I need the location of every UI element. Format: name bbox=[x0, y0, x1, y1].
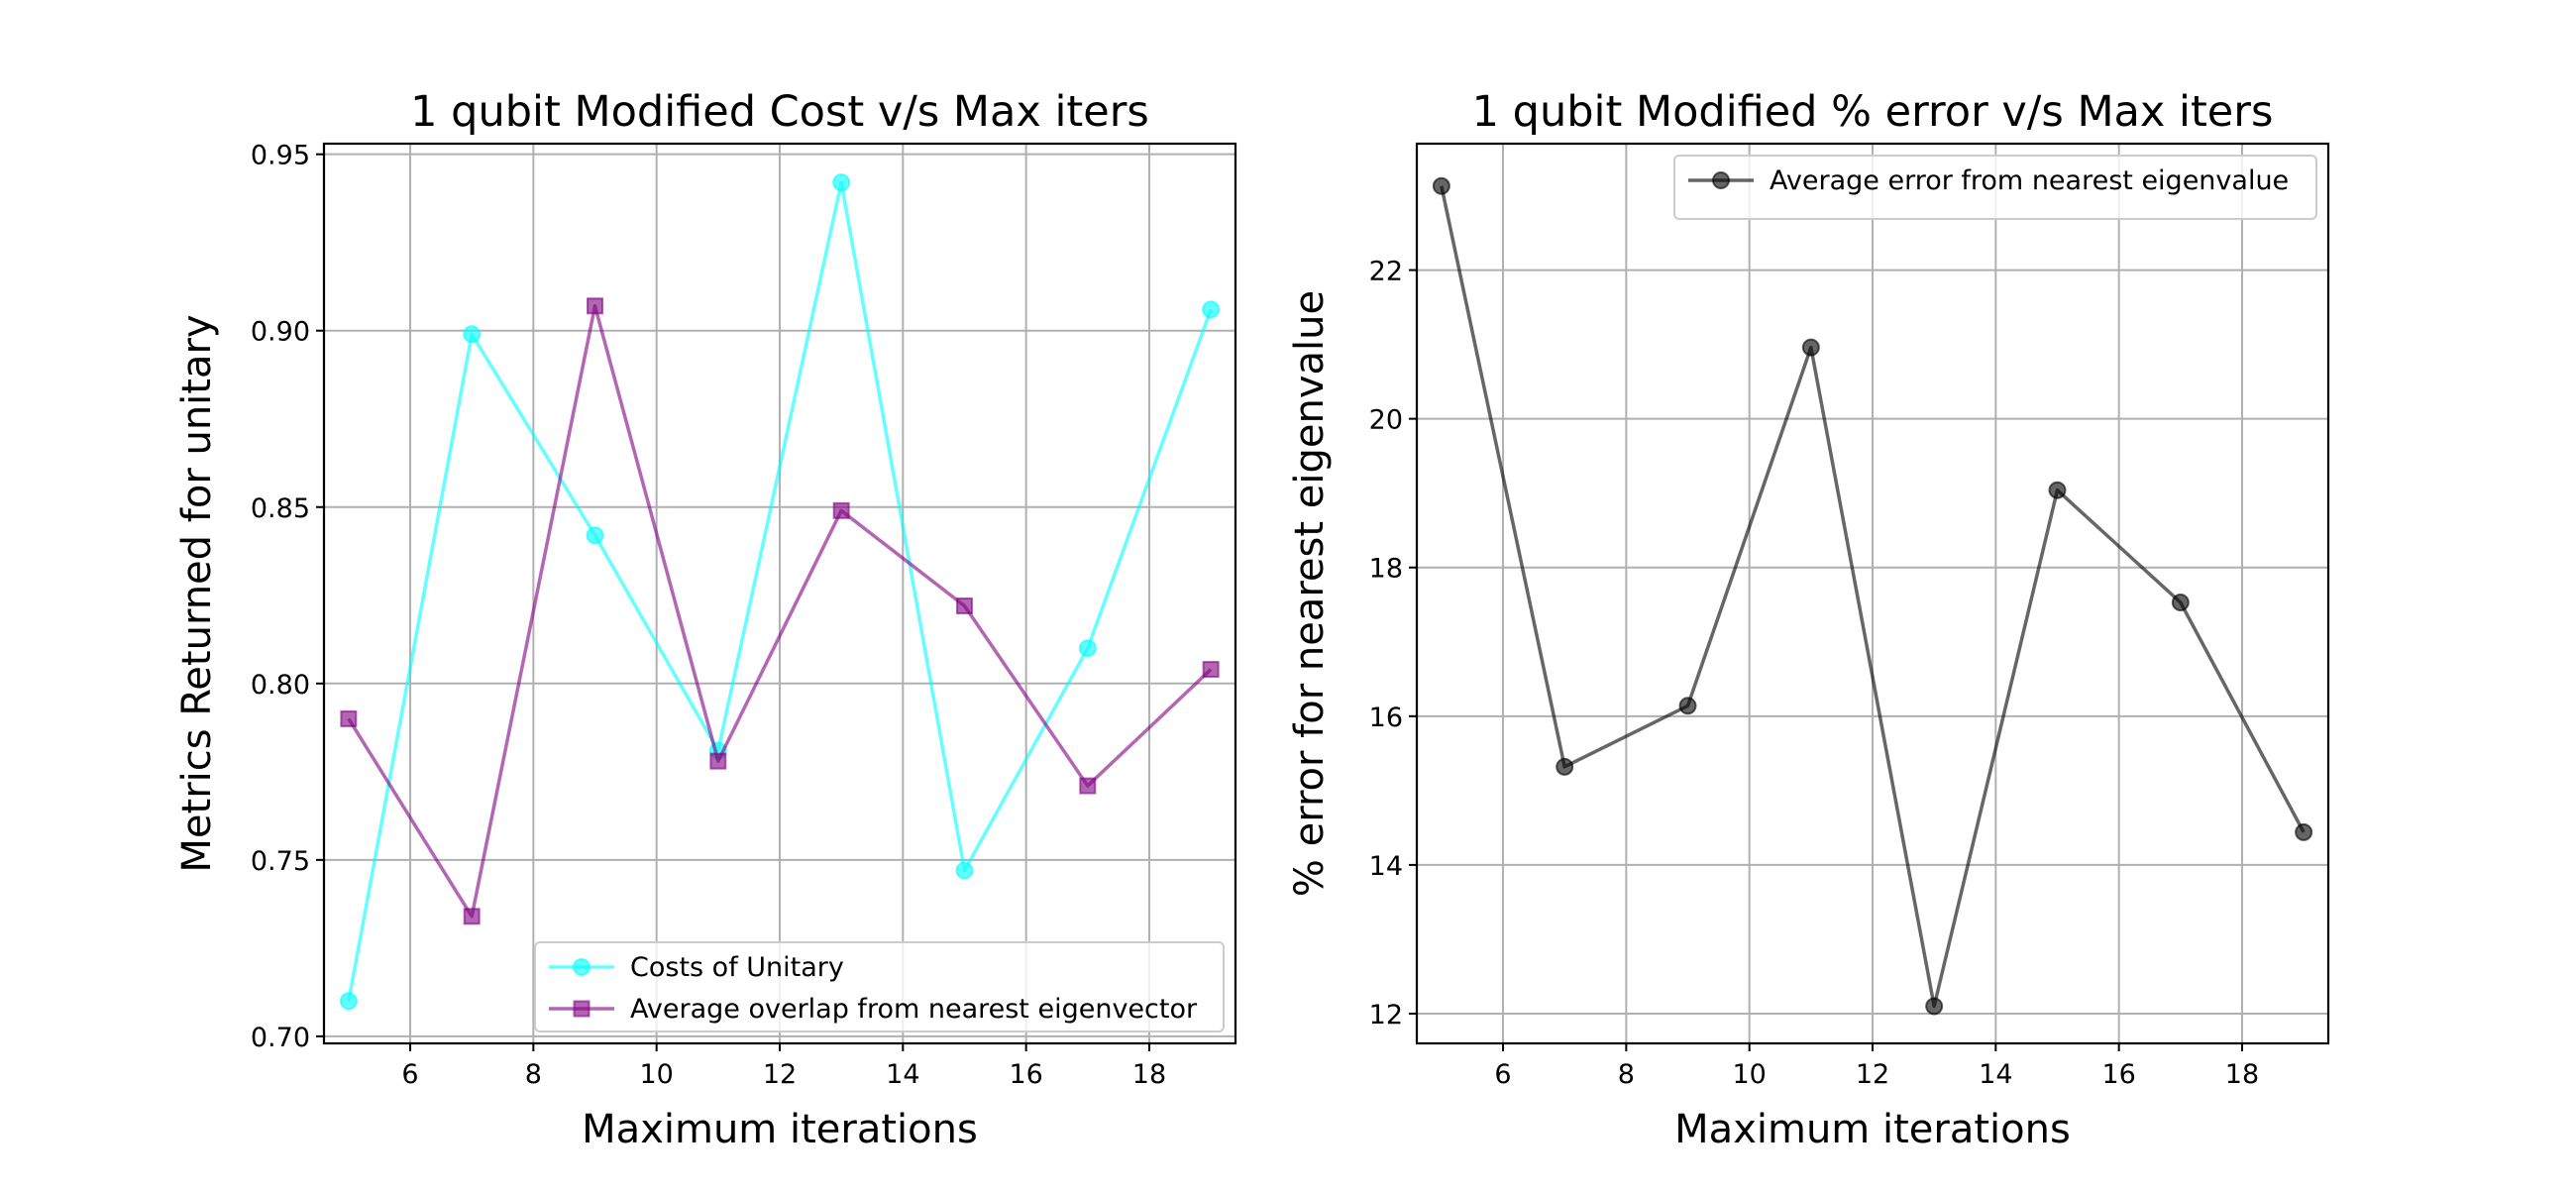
data-point bbox=[463, 325, 482, 344]
y-axis-label: % error for nearest eigenvalue bbox=[1287, 290, 1333, 897]
x-axis-label: Maximum iterations bbox=[1674, 1107, 2071, 1152]
series-line bbox=[347, 180, 1213, 1002]
data-point bbox=[832, 173, 851, 192]
x-tick-label: 16 bbox=[2101, 1059, 2135, 1090]
x-tick-label: 10 bbox=[1732, 1059, 1766, 1090]
x-tick-label: 18 bbox=[2225, 1059, 2259, 1090]
y-axis-label: Metrics Returned for unitary bbox=[174, 314, 220, 872]
data-point bbox=[1202, 661, 1220, 679]
data-point bbox=[1801, 338, 1820, 357]
data-point bbox=[1202, 300, 1221, 319]
legend-marker bbox=[573, 1000, 590, 1018]
data-point bbox=[1678, 697, 1697, 715]
legend-box bbox=[1673, 155, 2317, 220]
data-point bbox=[1556, 757, 1574, 776]
legend-marker bbox=[1712, 171, 1730, 189]
data-point bbox=[2295, 822, 2313, 841]
x-tick-label: 14 bbox=[886, 1059, 919, 1090]
legend: Average error from nearest eigenvalue bbox=[1673, 155, 2317, 220]
data-point bbox=[340, 709, 358, 727]
x-tick-label: 12 bbox=[1856, 1059, 1889, 1090]
gridlines bbox=[1417, 144, 2328, 1043]
y-tick-label: 14 bbox=[1369, 851, 1403, 882]
y-tick-label: 0.70 bbox=[251, 1023, 310, 1053]
x-tick-label: 8 bbox=[525, 1059, 542, 1090]
legend-label: Average overlap from nearest eigenvector bbox=[630, 994, 1198, 1025]
y-tick-label: 16 bbox=[1369, 703, 1403, 733]
legend-box bbox=[534, 941, 1225, 1032]
x-tick-label: 10 bbox=[639, 1059, 673, 1090]
data-point bbox=[955, 596, 973, 614]
chart-title: 1 qubit Modified Cost v/s Max iters bbox=[410, 87, 1149, 137]
data-point bbox=[1078, 639, 1097, 658]
chart-2: 6 8 10 12 14 16 18 12 14 16 18 20 22 1 qubit Modified… bbox=[1287, 87, 2330, 1152]
series-line bbox=[347, 304, 1213, 919]
x-tick-label: 14 bbox=[1979, 1059, 2012, 1090]
legend: Costs of Unitary Average overlap from nea… bbox=[534, 941, 1225, 1032]
data-point bbox=[339, 992, 358, 1011]
data-point bbox=[2048, 481, 2067, 499]
y-tick-label: 12 bbox=[1369, 1000, 1403, 1030]
y-tick-label: 0.85 bbox=[251, 493, 310, 524]
x-axis-label: Maximum iterations bbox=[582, 1107, 978, 1152]
y-tick-label: 18 bbox=[1369, 554, 1403, 585]
x-tick-label: 16 bbox=[1009, 1059, 1042, 1090]
data-point bbox=[1925, 997, 1944, 1016]
chart-1: 6 8 10 12 14 16 18 0.70 0.75 0.80 0.85 0.90 0.95 1 qu… bbox=[174, 87, 1237, 1152]
x-tick-label: 18 bbox=[1132, 1059, 1166, 1090]
series-1 bbox=[1432, 176, 2313, 1016]
data-point bbox=[1079, 777, 1097, 795]
data-point bbox=[955, 861, 974, 880]
data-point bbox=[1432, 176, 1450, 195]
series-2 bbox=[340, 297, 1220, 925]
data-point bbox=[709, 752, 727, 770]
series-line bbox=[1440, 185, 2306, 1009]
y-tick-label: 20 bbox=[1369, 405, 1403, 436]
data-point bbox=[2171, 594, 2190, 612]
gridlines bbox=[324, 144, 1235, 1043]
legend-marker bbox=[573, 958, 590, 976]
data-point bbox=[587, 297, 604, 315]
data-point bbox=[832, 501, 850, 519]
chart-title: 1 qubit Modified % error v/s Max iters bbox=[1472, 87, 2274, 137]
y-tick-label: 22 bbox=[1369, 257, 1403, 287]
x-tick-label: 6 bbox=[401, 1059, 418, 1090]
legend-label: Average error from nearest eigenvalue bbox=[1770, 165, 2289, 196]
y-tick-label: 0.75 bbox=[251, 846, 310, 877]
x-tick-label: 6 bbox=[1494, 1059, 1511, 1090]
data-point bbox=[586, 526, 604, 545]
legend-label: Costs of Unitary bbox=[630, 952, 844, 983]
y-tick-label: 0.90 bbox=[251, 317, 310, 348]
data-point bbox=[463, 908, 481, 925]
x-tick-label: 8 bbox=[1618, 1059, 1635, 1090]
y-tick-label: 0.95 bbox=[251, 141, 310, 171]
x-tick-label: 12 bbox=[763, 1059, 797, 1090]
y-tick-label: 0.80 bbox=[251, 670, 310, 701]
